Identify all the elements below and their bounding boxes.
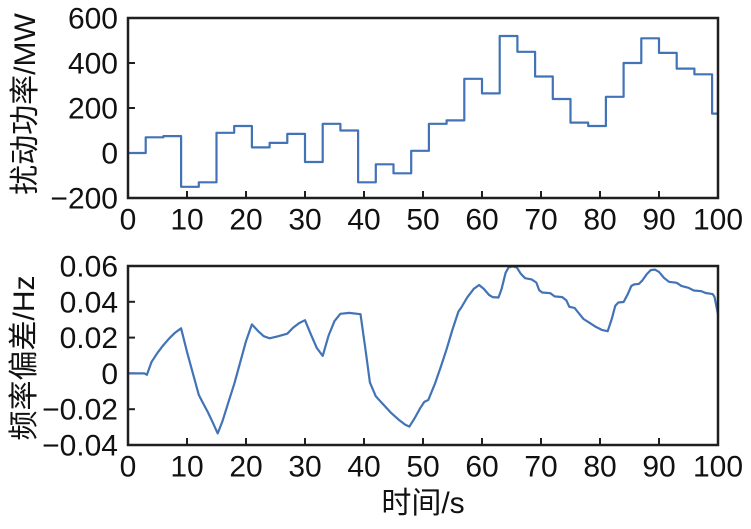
top-y-tick-label: 600 bbox=[68, 3, 118, 36]
bottom-y-tick-label: 0.06 bbox=[60, 251, 118, 284]
top-series-line bbox=[128, 34, 718, 188]
top-x-tick-label: 20 bbox=[229, 204, 262, 237]
bottom-plot-frame bbox=[126, 264, 720, 447]
top-y-tick-label: 0 bbox=[101, 138, 118, 171]
bottom-x-tick-label: 60 bbox=[465, 451, 498, 484]
bottom-x-tick-label: 80 bbox=[583, 451, 616, 484]
top-y-tick-label: −200 bbox=[50, 183, 118, 216]
bottom-x-tick-label: 90 bbox=[642, 451, 675, 484]
bottom-x-tick-label: 40 bbox=[347, 451, 380, 484]
bottom-series-line bbox=[128, 265, 720, 435]
bottom-x-tick-label: 20 bbox=[229, 451, 262, 484]
top-y-axis-label: 扰动功率/MW bbox=[9, 13, 42, 195]
bottom-x-tick-label: 50 bbox=[406, 451, 439, 484]
top-y-tick-label: 200 bbox=[68, 93, 118, 126]
bottom-x-tick-label: 10 bbox=[170, 451, 203, 484]
bottom-x-tick-label: 100 bbox=[693, 451, 743, 484]
top-x-tick-label: 10 bbox=[170, 204, 203, 237]
top-x-tick-label: 90 bbox=[642, 204, 675, 237]
bottom-y-tick-label: 0.04 bbox=[60, 286, 118, 319]
top-x-tick-label: 100 bbox=[693, 204, 743, 237]
top-plot-frame bbox=[126, 16, 720, 200]
top-x-tick-label: 60 bbox=[465, 204, 498, 237]
bottom-y-tick-label: −0.04 bbox=[42, 430, 118, 463]
top-y-tick-label: 400 bbox=[68, 48, 118, 81]
top-x-tick-label: 80 bbox=[583, 204, 616, 237]
top-x-tick-label: 40 bbox=[347, 204, 380, 237]
bottom-y-tick-label: 0 bbox=[101, 358, 118, 391]
top-x-tick-label: 50 bbox=[406, 204, 439, 237]
top-x-tick-label: 30 bbox=[288, 204, 321, 237]
bottom-y-tick-label: 0.02 bbox=[60, 322, 118, 355]
top-x-tick-label: 0 bbox=[120, 204, 137, 237]
top-x-tick-label: 70 bbox=[524, 204, 557, 237]
bottom-x-tick-label: 0 bbox=[120, 451, 137, 484]
bottom-y-tick-label: −0.02 bbox=[42, 394, 118, 427]
bottom-y-axis-label: 频率偏差/Hz bbox=[8, 275, 41, 441]
bottom-x-tick-label: 70 bbox=[524, 451, 557, 484]
bottom-x-tick-label: 30 bbox=[288, 451, 321, 484]
x-axis-label: 时间/s bbox=[381, 487, 465, 520]
